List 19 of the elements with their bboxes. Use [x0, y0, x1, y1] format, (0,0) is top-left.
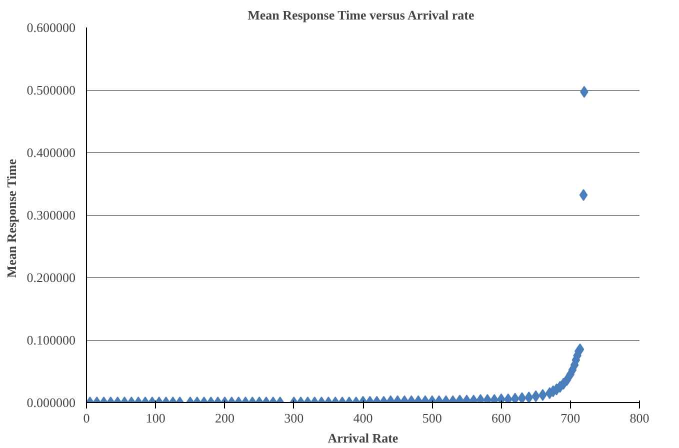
x-tick-label: 0 — [83, 410, 90, 426]
x-tick-label: 100 — [146, 410, 166, 426]
x-tick-label: 600 — [492, 410, 511, 426]
y-tick-label: 0.600000 — [26, 20, 76, 35]
y-tick-label: 0.200000 — [26, 270, 76, 285]
y-tick-label: 0.500000 — [26, 82, 76, 98]
y-tick-label: 0.100000 — [26, 332, 76, 348]
x-axis-title: Arrival Rate — [328, 430, 398, 446]
y-tick-label: 0.300000 — [26, 208, 76, 222]
x-tick-label: 500 — [422, 410, 442, 426]
x-tick-label: 800 — [630, 410, 650, 426]
x-tick-label: 300 — [284, 410, 304, 426]
x-tick-label: 400 — [353, 410, 373, 426]
y-tick-label: 0.000000 — [26, 395, 76, 410]
y-tick-label: 0.400000 — [26, 145, 76, 160]
chart-title: Mean Response Time versus Arrival rate — [248, 8, 474, 22]
y-axis-title: Mean Response Time — [4, 158, 19, 278]
x-tick-label: 700 — [560, 410, 580, 426]
x-tick-label: 200 — [215, 410, 234, 426]
